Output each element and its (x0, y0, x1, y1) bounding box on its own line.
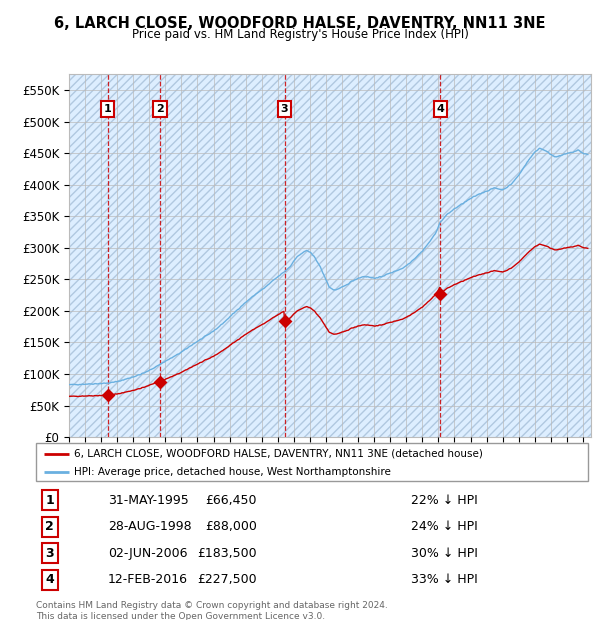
Text: 1: 1 (46, 494, 54, 507)
Text: 6, LARCH CLOSE, WOODFORD HALSE, DAVENTRY, NN11 3NE (detached house): 6, LARCH CLOSE, WOODFORD HALSE, DAVENTRY… (74, 449, 482, 459)
Text: 4: 4 (436, 104, 444, 114)
Text: 6, LARCH CLOSE, WOODFORD HALSE, DAVENTRY, NN11 3NE: 6, LARCH CLOSE, WOODFORD HALSE, DAVENTRY… (54, 16, 546, 30)
Text: 22% ↓ HPI: 22% ↓ HPI (412, 494, 478, 507)
Point (436, 289, 445, 299)
Text: £227,500: £227,500 (197, 574, 257, 587)
Text: 31-MAY-1995: 31-MAY-1995 (108, 494, 188, 507)
Text: 2: 2 (156, 104, 164, 114)
Text: 4: 4 (46, 574, 54, 587)
FancyBboxPatch shape (36, 443, 588, 480)
Text: 12-FEB-2016: 12-FEB-2016 (108, 574, 188, 587)
Point (155, 376, 165, 386)
Text: 30% ↓ HPI: 30% ↓ HPI (412, 547, 478, 560)
Text: 02-JUN-2006: 02-JUN-2006 (108, 547, 187, 560)
Text: £88,000: £88,000 (205, 520, 257, 533)
Text: 2: 2 (46, 520, 54, 533)
Text: £66,450: £66,450 (205, 494, 257, 507)
Text: Contains HM Land Registry data © Crown copyright and database right 2024.
This d: Contains HM Land Registry data © Crown c… (36, 601, 388, 620)
Text: 1: 1 (104, 104, 112, 114)
Text: 24% ↓ HPI: 24% ↓ HPI (412, 520, 478, 533)
Text: 3: 3 (46, 547, 54, 560)
Text: £183,500: £183,500 (197, 547, 257, 560)
Text: 33% ↓ HPI: 33% ↓ HPI (412, 574, 478, 587)
Text: 28-AUG-1998: 28-AUG-1998 (108, 520, 191, 533)
Text: 3: 3 (281, 104, 289, 114)
Point (280, 316, 289, 326)
Text: HPI: Average price, detached house, West Northamptonshire: HPI: Average price, detached house, West… (74, 467, 391, 477)
Point (103, 390, 113, 400)
Text: Price paid vs. HM Land Registry's House Price Index (HPI): Price paid vs. HM Land Registry's House … (131, 28, 469, 41)
